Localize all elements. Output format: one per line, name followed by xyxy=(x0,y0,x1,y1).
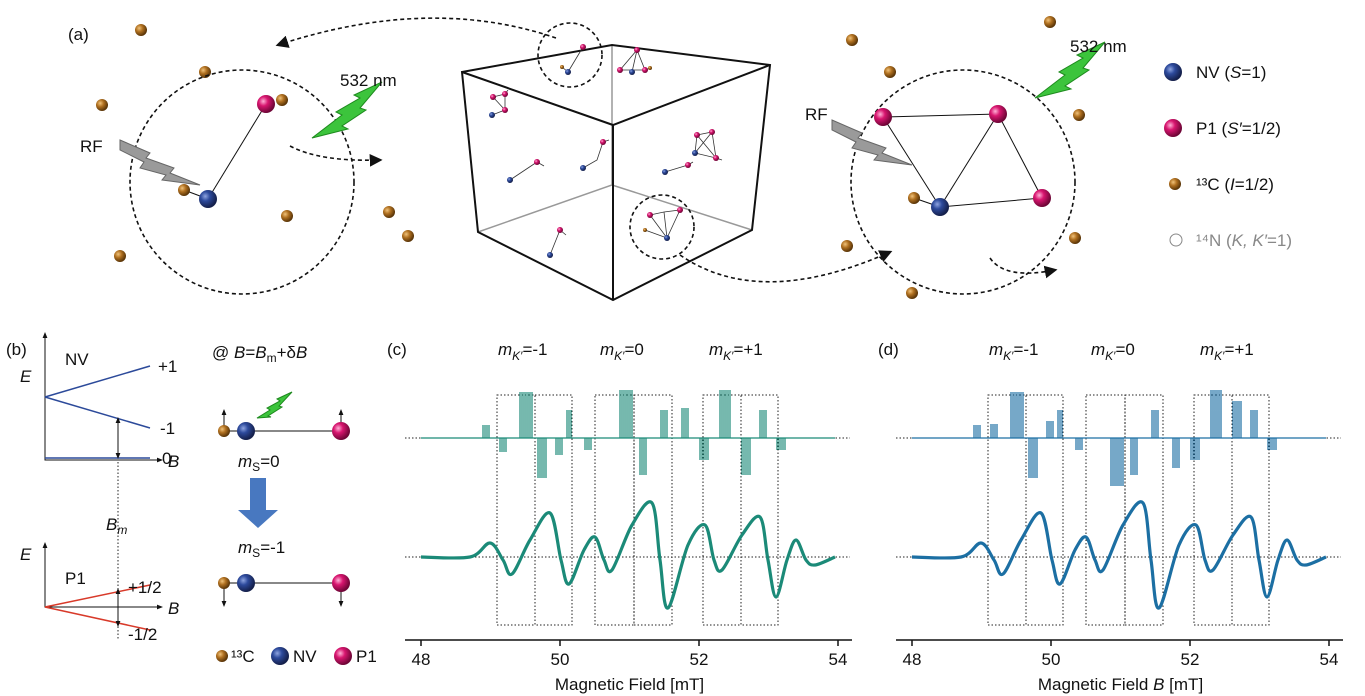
transition-arrow xyxy=(238,478,278,528)
x-tick-label: 52 xyxy=(690,650,709,669)
level-label: -1/2 xyxy=(128,625,157,644)
legend: NV (S=1) P1 (S′=1/2) ¹³C (I=1/2) ¹⁴N (K,… xyxy=(1164,63,1292,250)
bond xyxy=(208,104,266,199)
laser-bolt xyxy=(312,82,382,138)
laser-label: 532 nm xyxy=(340,71,397,90)
bonds xyxy=(883,114,1042,207)
state-mS-1 xyxy=(218,574,350,604)
transition-label: mK′=+1 xyxy=(709,340,763,363)
x-tick-label: 52 xyxy=(1181,650,1200,669)
stick-spectrum xyxy=(912,390,1326,486)
legend: ¹³C NV P1 xyxy=(216,647,377,666)
diagram-name: P1 xyxy=(65,569,86,588)
nv-spin xyxy=(931,198,949,216)
axis-label: B xyxy=(168,599,179,618)
p1-spin xyxy=(989,105,1007,123)
panel-label: (d) xyxy=(878,340,899,359)
legend-entry: P1 (S′=1/2) xyxy=(1196,119,1281,138)
spectrum-panel: (c) mK′=-1 mK′=0 mK′=+1 48 50 52 54 Magnetic Fie… xyxy=(387,340,852,694)
arrow xyxy=(990,258,1055,273)
spectrum-panel: (d) mK′=-1 mK′=0 mK′=+1 48 50 52 54 Magnetic Fie… xyxy=(878,340,1343,694)
panel-b: (b) E B NV +1 -1 0 Bm E B P1 +1/2 -1/2 @… xyxy=(6,335,377,666)
level-label: +1/2 xyxy=(128,578,162,597)
figure: (a) RF 532 nm xyxy=(0,0,1365,696)
legend-entry: ¹³C xyxy=(231,647,255,666)
transition-label: mK′=+1 xyxy=(1200,340,1254,363)
rf-label: RF xyxy=(80,137,103,156)
transition-label: mK′=0 xyxy=(1091,340,1135,363)
carbon-spin xyxy=(178,184,190,196)
nv-energy-diagram: E B NV +1 -1 0 xyxy=(20,335,179,471)
panel-a: (a) RF 532 nm xyxy=(68,16,1292,300)
x-tick-label: 50 xyxy=(1042,650,1061,669)
state-label: mS=-1 xyxy=(238,538,285,560)
x-tick-label: 54 xyxy=(829,650,848,669)
field-marker: Bm xyxy=(106,515,127,537)
legend-entry: ¹⁴N (K, K′=1) xyxy=(1196,231,1292,250)
arrow xyxy=(290,146,380,160)
derivative-spectrum xyxy=(912,502,1326,608)
arrow xyxy=(278,18,556,45)
p1-energy-diagram: E B P1 +1/2 -1/2 xyxy=(20,545,179,644)
x-axis-label: Magnetic Field [mT] xyxy=(555,675,704,694)
derivative-spectrum xyxy=(421,502,835,608)
axis-label: E xyxy=(20,367,32,386)
x-tick-label: 50 xyxy=(551,650,570,669)
laser-label: 532 nm xyxy=(1070,37,1127,56)
x-axis-label: Magnetic Field B [mT] xyxy=(1038,675,1203,694)
transition-box xyxy=(497,395,535,625)
transition-label: mK′=-1 xyxy=(498,340,547,363)
rf-bolt xyxy=(832,120,912,165)
stick-spectrum xyxy=(421,390,835,478)
diagram-name: NV xyxy=(65,350,89,369)
rf-label: RF xyxy=(805,105,828,124)
condition: @ B=Bm+δB xyxy=(212,343,307,365)
panel-label: (c) xyxy=(387,340,407,359)
x-tick-label: 48 xyxy=(903,650,922,669)
p1-spin xyxy=(257,95,275,113)
p1-spin xyxy=(874,108,892,126)
transition-label: mK′=-1 xyxy=(989,340,1038,363)
level-label: 0 xyxy=(162,449,171,468)
axis-label: E xyxy=(20,545,32,564)
level-label: +1 xyxy=(158,357,177,376)
state-mS0 xyxy=(218,392,350,440)
transition-label: mK′=0 xyxy=(600,340,644,363)
panel-label: (b) xyxy=(6,340,27,359)
transition-box xyxy=(988,395,1026,625)
arrow xyxy=(680,252,890,282)
level-label: -1 xyxy=(160,419,175,438)
carbon-spin xyxy=(908,192,920,204)
legend-entry: NV (S=1) xyxy=(1196,63,1266,82)
diamond-cube xyxy=(462,23,770,300)
panel-label: (a) xyxy=(68,25,89,44)
legend-entry: P1 xyxy=(356,647,377,666)
state-label: mS=0 xyxy=(238,452,280,474)
spin-cluster-outline xyxy=(851,70,1075,294)
x-tick-label: 48 xyxy=(412,650,431,669)
legend-entry: NV xyxy=(293,647,317,666)
nv-spin xyxy=(199,190,217,208)
carbon-bath xyxy=(96,16,1085,299)
legend-entry: ¹³C (I=1/2) xyxy=(1196,175,1274,194)
x-tick-label: 54 xyxy=(1320,650,1339,669)
spin-cluster-outline xyxy=(130,70,354,294)
spectra-panels: (c) mK′=-1 mK′=0 mK′=+1 48 50 52 54 Magnetic Fie… xyxy=(387,340,1343,694)
transition-box xyxy=(1086,395,1125,625)
p1-spin xyxy=(1033,189,1051,207)
